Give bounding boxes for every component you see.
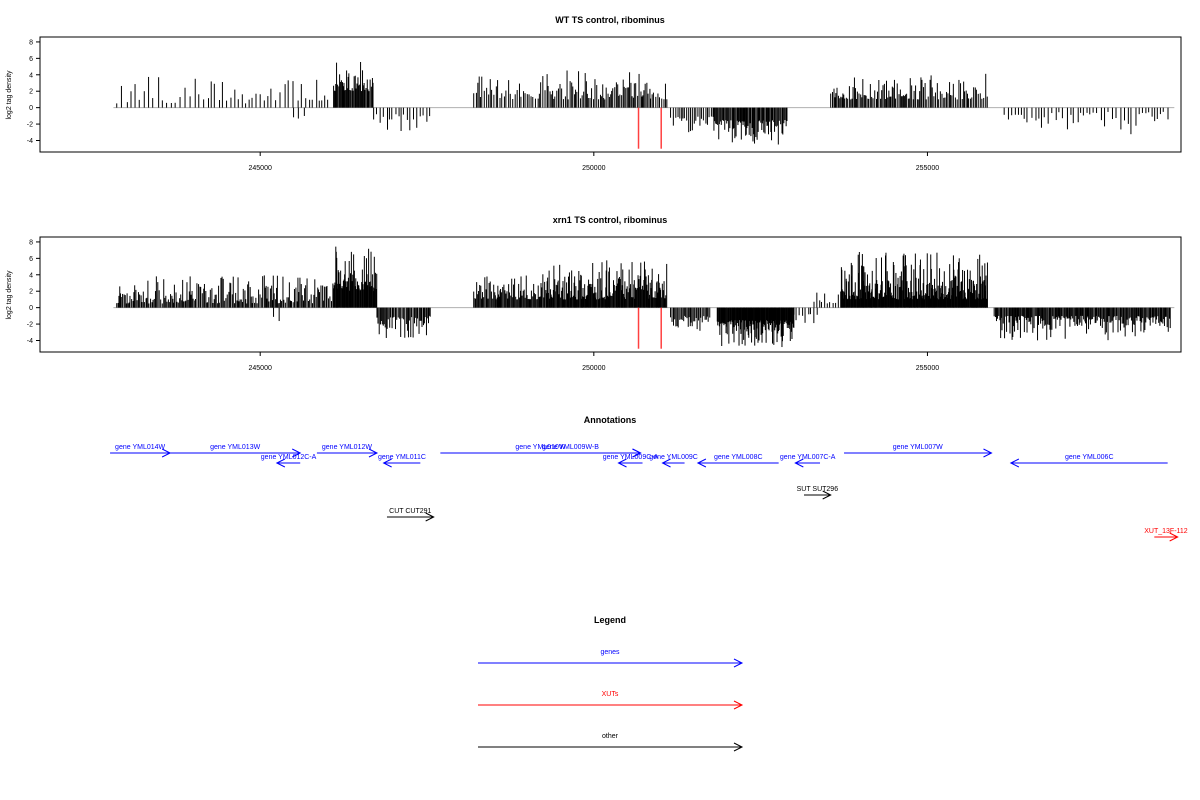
feature-arrowhead [661,458,671,468]
y-tick-label: -2 [27,122,33,129]
legend-label: genes [600,649,620,656]
feature-label: gene YML010W [515,444,565,451]
y-tick-label: -4 [27,338,33,345]
feature-arrow: gene YML013W [170,444,302,458]
feature-label: gene YML007C-A [780,454,836,461]
x-tick-label: 245000 [249,365,272,372]
feature-arrow: gene YML011C [378,454,426,468]
plot-frame [39,36,1182,153]
y-tick-label: 4 [29,72,33,79]
feature-label: gene YML011C [378,454,426,461]
y-tick-label: -2 [27,322,33,329]
y-axis-label: log2 tag density [6,70,13,120]
axes-group: -4 -2 0 2 4 6 8 245000 250000 255000 [27,39,939,172]
feature-arrowhead [794,458,804,468]
y-tick-label: 8 [29,239,33,246]
feature-arrowhead [696,458,707,468]
bars-group [113,246,1175,348]
feature-arrow: gene YML014W [110,444,172,458]
panel-wt-ts-control: WT TS control, ribominus log2 tag densit… [6,15,1182,172]
x-tick-label: 255000 [916,365,939,372]
y-tick-label: 2 [29,89,33,96]
feature-label: SUT SUT296 [797,486,839,493]
y-tick-label: 8 [29,39,33,46]
feature-arrowhead [632,448,642,458]
annotations-title: Annotations [584,415,637,425]
feature-label: gene YML009C-A [603,454,659,461]
legend-item: XUTs [478,691,744,710]
feature-label: gene YML006C [1065,454,1114,461]
feature-arrowhead [983,448,993,458]
feature-label: XUT_13F-112 [1144,528,1188,535]
bars-group [113,61,1175,145]
markers-group [637,107,662,149]
feature-label: gene YML009C [649,454,698,461]
axes-group: -4 -2 0 2 4 6 8 245000 250000 255000 [27,239,939,372]
legend-label: other [602,733,619,740]
feature-arrow: CUT CUT291 [386,508,435,522]
feature-arrowhead [1009,458,1020,468]
feature-arrow: gene YML012C-A [261,454,317,468]
legend-items: genes XUTs other [478,649,744,752]
x-tick-label: 250000 [582,165,605,172]
plot-frame [39,236,1182,353]
legend-arrowhead [733,700,744,710]
feature-label: gene YML008C [714,454,763,461]
feature-label: gene YML014W [115,444,165,451]
feature-arrowhead [382,458,392,468]
y-tick-label: -4 [27,138,33,145]
feature-arrowhead [275,458,286,468]
feature-arrowhead [292,448,302,458]
feature-arrow: gene YML007C-A [780,454,836,468]
feature-arrowhead [161,448,172,458]
panel-title: WT TS control, ribominus [555,15,665,25]
feature-arrow: gene YML008C [696,454,779,468]
y-tick-label: 4 [29,272,33,279]
feature-label: gene YML009W-B [542,444,599,451]
y-axis-label: log2 tag density [6,270,13,320]
legend-arrowhead [733,742,744,752]
y-tick-label: 0 [29,305,33,312]
annotations-track: Annotations gene YML014W gene YML013Wgene… [110,415,1188,542]
feature-arrowhead [425,512,435,522]
panel-xrn1-ts-control: xrn1 TS control, ribominus log2 tag dens… [6,215,1182,372]
feature-label: gene YML013W [210,444,260,451]
feature-arrow: gene YML012W [316,444,379,458]
x-tick-label: 255000 [916,165,939,172]
legend-arrowhead [733,658,744,668]
markers-group [637,307,662,349]
x-tick-label: 245000 [249,165,272,172]
feature-arrowhead [617,458,627,468]
y-tick-label: 2 [29,289,33,296]
y-tick-label: 6 [29,56,33,63]
legend-label: XUTs [602,691,619,698]
legend-title: Legend [594,615,626,625]
feature-arrow: gene YML009W-B [500,444,642,458]
feature-arrow: gene YML007W [844,444,993,458]
feature-label: gene YML012C-A [261,454,317,461]
panel-title: xrn1 TS control, ribominus [553,215,668,225]
feature-arrowhead [1169,532,1179,542]
legend-item: other [478,733,744,752]
x-tick-label: 250000 [582,365,605,372]
feature-label: gene YML012W [322,444,372,451]
y-tick-label: 6 [29,256,33,263]
feature-arrow: XUT_13F-112 [1144,528,1188,542]
feature-arrow: gene YML006C [1009,454,1168,468]
feature-arrowhead [368,448,379,458]
feature-arrow: SUT SUT296 [797,486,839,500]
feature-arrow: gene YML009C [649,454,698,468]
feature-arrow: gene YML009C-A [603,454,659,468]
feature-arrowhead [822,490,832,500]
legend-item: genes [478,649,744,668]
legend: Legend genes XUTs other [478,615,744,752]
y-tick-label: 0 [29,105,33,112]
feature-label: CUT CUT291 [389,508,431,515]
feature-label: gene YML007W [893,444,943,451]
